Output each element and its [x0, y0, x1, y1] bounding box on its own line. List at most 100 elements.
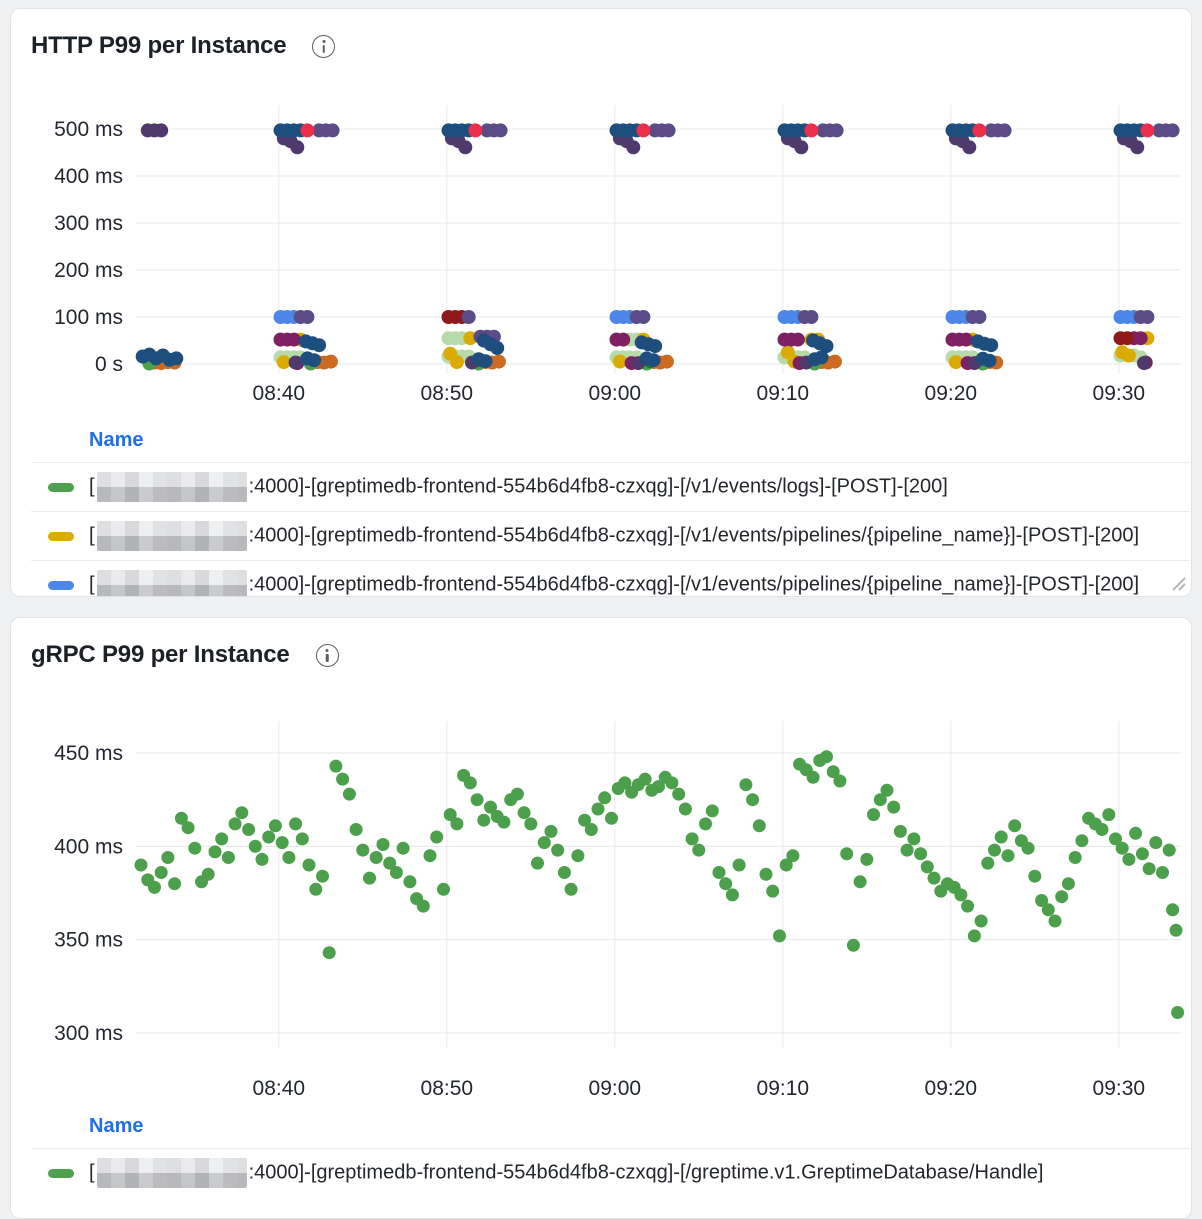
scatter-point[interactable] — [578, 813, 592, 827]
scatter-point[interactable] — [860, 852, 874, 866]
scatter-point[interactable] — [1008, 819, 1022, 833]
http-scatter-chart[interactable]: 500 ms 400 ms 300 ms 200 ms 100 ms 0 s 08:40 08… — [11, 97, 1189, 419]
scatter-point[interactable] — [1061, 877, 1075, 891]
legend-row[interactable]: [:4000]-[greptimedb-frontend-554b6d4fb8-… — [31, 1148, 1189, 1197]
scatter-point[interactable] — [988, 843, 1001, 857]
scatter-point[interactable] — [369, 851, 383, 864]
scatter-point[interactable] — [403, 875, 417, 889]
scatter-point[interactable] — [829, 123, 844, 138]
scatter-point[interactable] — [235, 806, 249, 820]
scatter-point[interactable] — [804, 123, 819, 138]
scatter-point[interactable] — [478, 354, 493, 369]
scatter-point[interactable] — [984, 338, 999, 353]
scatter-point[interactable] — [295, 832, 309, 846]
scatter-point[interactable] — [1165, 123, 1180, 138]
scatter-point[interactable] — [493, 123, 508, 138]
scatter-point[interactable] — [661, 123, 676, 138]
scatter-point[interactable] — [846, 938, 860, 952]
scatter-point[interactable] — [443, 808, 457, 822]
scatter-point[interactable] — [1028, 869, 1042, 883]
scatter-point[interactable] — [490, 341, 505, 355]
scatter-point[interactable] — [920, 860, 934, 874]
info-icon[interactable] — [315, 643, 339, 667]
scatter-point[interactable] — [531, 856, 544, 870]
scatter-point[interactable] — [316, 869, 329, 883]
legend-row[interactable]: [:4000]-[greptimedb-frontend-554b6d4fb8-… — [31, 560, 1189, 596]
scatter-point[interactable] — [571, 849, 585, 863]
scatter-point[interactable] — [289, 817, 303, 831]
scatter-point[interactable] — [282, 851, 296, 864]
scatter-point[interactable] — [648, 339, 663, 354]
scatter-point[interactable] — [307, 353, 322, 368]
scatter-point[interactable] — [336, 772, 350, 786]
scatter-point[interactable] — [1120, 331, 1135, 346]
scatter-point[interactable] — [1142, 862, 1156, 876]
scatter-point[interactable] — [893, 824, 907, 838]
scatter-point[interactable] — [773, 929, 786, 943]
scatter-point[interactable] — [626, 140, 641, 155]
scatter-point[interactable] — [900, 843, 914, 857]
scatter-point[interactable] — [255, 852, 269, 866]
scatter-point[interactable] — [437, 882, 450, 896]
scatter-point[interactable] — [312, 338, 327, 353]
scatter-point[interactable] — [827, 354, 842, 369]
scatter-point[interactable] — [954, 888, 968, 902]
scatter-point[interactable] — [887, 800, 901, 814]
scatter-point[interactable] — [833, 774, 847, 788]
scatter-point[interactable] — [1156, 866, 1169, 879]
scatter-point[interactable] — [242, 823, 256, 836]
scatter-point[interactable] — [288, 355, 303, 370]
scatter-point[interactable] — [959, 332, 973, 347]
scatter-point[interactable] — [705, 804, 719, 818]
scatter-point[interactable] — [779, 858, 793, 872]
scatter-point[interactable] — [994, 830, 1008, 844]
scatter-point[interactable] — [309, 882, 323, 896]
scatter-point[interactable] — [484, 800, 497, 814]
scatter-point[interactable] — [322, 946, 336, 960]
scatter-point[interactable] — [148, 880, 161, 894]
scatter-point[interactable] — [450, 817, 464, 831]
scatter-point[interactable] — [329, 759, 343, 773]
scatter-point[interactable] — [725, 888, 739, 902]
scatter-point[interactable] — [982, 353, 997, 368]
scatter-point[interactable] — [962, 140, 977, 155]
scatter-point[interactable] — [739, 778, 753, 792]
scatter-point[interactable] — [927, 871, 941, 885]
scatter-point[interactable] — [470, 793, 484, 807]
scatter-point[interactable] — [712, 866, 726, 879]
scatter-point[interactable] — [510, 787, 524, 801]
scatter-point[interactable] — [794, 140, 809, 155]
scatter-point[interactable] — [1001, 849, 1015, 863]
scatter-point[interactable] — [638, 772, 652, 786]
scatter-point[interactable] — [1129, 826, 1143, 840]
scatter-point[interactable] — [1075, 834, 1089, 848]
scatter-point[interactable] — [174, 811, 188, 825]
scatter-point[interactable] — [275, 836, 289, 850]
scatter-point[interactable] — [752, 819, 766, 833]
info-icon[interactable] — [312, 34, 336, 58]
scatter-point[interactable] — [416, 899, 430, 913]
scatter-point[interactable] — [325, 123, 340, 138]
scatter-point[interactable] — [1135, 847, 1149, 861]
scatter-point[interactable] — [840, 847, 854, 861]
scatter-point[interactable] — [972, 123, 987, 138]
scatter-point[interactable] — [349, 823, 363, 836]
scatter-point[interactable] — [491, 354, 506, 369]
scatter-point[interactable] — [248, 839, 262, 853]
scatter-point[interactable] — [268, 819, 282, 833]
scatter-point[interactable] — [591, 802, 605, 816]
scatter-point[interactable] — [685, 832, 699, 846]
scatter-point[interactable] — [551, 843, 565, 857]
scatter-point[interactable] — [699, 817, 712, 831]
scatter-point[interactable] — [997, 123, 1012, 138]
scatter-point[interactable] — [300, 123, 315, 138]
scatter-point[interactable] — [517, 806, 531, 820]
scatter-point[interactable] — [389, 866, 403, 879]
scatter-point[interactable] — [430, 830, 444, 844]
scatter-point[interactable] — [181, 821, 195, 835]
scatter-point[interactable] — [873, 793, 887, 807]
scatter-point[interactable] — [820, 750, 833, 764]
scatter-point[interactable] — [814, 350, 829, 365]
scatter-point[interactable] — [1166, 903, 1180, 917]
scatter-point[interactable] — [584, 823, 598, 836]
